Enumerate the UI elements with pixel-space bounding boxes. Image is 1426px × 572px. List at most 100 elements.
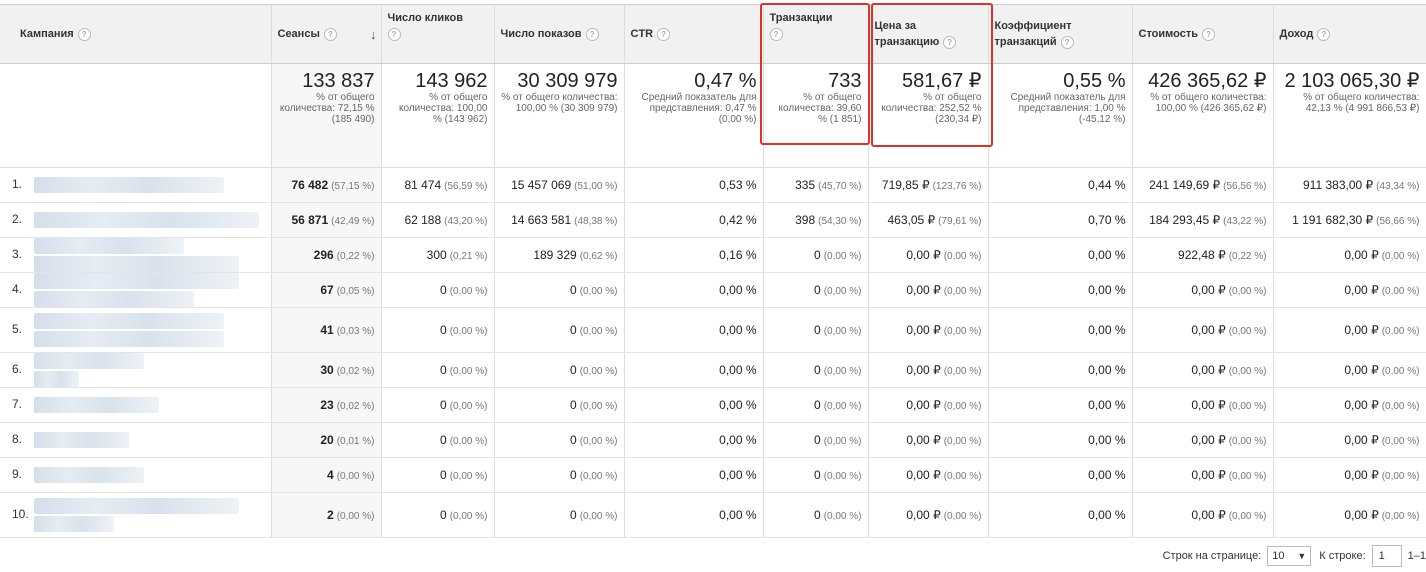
sessions-cell-percent: (0,22 %) (336, 251, 375, 262)
sessions-cell: 56 871 (42,49 %) (271, 202, 382, 238)
go-to-row-input[interactable]: 1 (1371, 545, 1402, 567)
cost-per-transaction-cell-value: 463,05 ₽ (887, 213, 936, 227)
table-row[interactable]: 6. 30 (0,02 %) 0 (0,00 %) 0 (0,00 %) 0,00 % 0 (0,… (0, 352, 1426, 388)
sessions-cell: 30 (0,02 %) (271, 352, 382, 388)
cost-per-transaction-cell-percent: (0,00 %) (943, 286, 982, 297)
cost-cell-percent: (0,00 %) (1228, 326, 1267, 337)
table-row[interactable]: 1. 76 482 (57,15 %) 81 474 (56,59 %) 15 457 0… (0, 167, 1426, 203)
redacted-campaign-name[interactable] (34, 313, 224, 329)
redacted-campaign-name[interactable] (34, 256, 239, 272)
table-row[interactable]: 3. 296 (0,22 %) 300 (0,21 %) 189 329 (0,62 %) 0… (0, 237, 1426, 273)
campaign-cell[interactable]: 8. (0, 422, 272, 458)
redacted-campaign-name[interactable] (34, 498, 239, 514)
campaign-cell[interactable]: 2. (0, 202, 272, 238)
cost-per-transaction-cell-value: 0,00 ₽ (906, 433, 941, 447)
redacted-campaign-name[interactable] (34, 353, 144, 369)
ctr-cell-value: 0,00 % (719, 323, 757, 337)
campaign-cell[interactable]: 6. (0, 352, 272, 388)
sessions-cell: 296 (0,22 %) (271, 237, 382, 273)
col-transactions[interactable]: Транзакции? (763, 4, 869, 64)
sort-descending-arrow-icon[interactable]: ↓ (370, 27, 377, 42)
redacted-campaign-name[interactable] (34, 238, 184, 254)
sessions-cell-value: 2 (327, 508, 334, 522)
redacted-campaign-name[interactable] (34, 291, 194, 307)
ctr-cell: 0,00 % (624, 307, 764, 353)
cost-per-transaction-cell-percent: (0,00 %) (943, 471, 982, 482)
clicks-cell-value: 0 (440, 433, 447, 447)
col-revenue[interactable]: Доход? (1273, 4, 1426, 64)
table-row[interactable]: 4. 67 (0,05 %) 0 (0,00 %) 0 (0,00 %) 0,00 % 0 (0,… (0, 272, 1426, 308)
redacted-campaign-name[interactable] (34, 331, 224, 347)
col-ctr[interactable]: CTR? (624, 4, 764, 64)
revenue-cell-value: 0,00 ₽ (1344, 323, 1379, 337)
redacted-campaign-name[interactable] (34, 467, 144, 483)
transactions-cell-percent: (0,00 %) (823, 286, 862, 297)
pagination-footer: Строк на странице: 10 ▼ К строке: 1 1–1 (1163, 545, 1426, 567)
sessions-cell-value: 41 (320, 323, 334, 337)
cost-cell-percent: (0,00 %) (1228, 511, 1267, 522)
campaign-cell[interactable]: 1. (0, 167, 272, 203)
help-icon[interactable]: ? (585, 27, 599, 41)
help-icon[interactable]: ? (769, 27, 783, 41)
table-row[interactable]: 7. 23 (0,02 %) 0 (0,00 %) 0 (0,00 %) 0,00 % 0 (0,… (0, 387, 1426, 423)
help-icon[interactable]: ? (387, 27, 401, 41)
col-cost[interactable]: Стоимость? (1132, 4, 1274, 64)
transactions-cell: 0 (0,00 %) (763, 387, 869, 423)
rows-per-page-select[interactable]: 10 ▼ (1267, 546, 1312, 566)
clicks-cell-percent: (0,00 %) (449, 286, 488, 297)
sessions-cell-percent: (0,02 %) (336, 401, 375, 412)
revenue-cell-percent: (0,00 %) (1381, 511, 1420, 522)
table-row[interactable]: 8. 20 (0,01 %) 0 (0,00 %) 0 (0,00 %) 0,00 % 0 (0,… (0, 422, 1426, 458)
clicks-cell: 0 (0,00 %) (381, 457, 495, 493)
campaign-cell[interactable]: 10. (0, 492, 272, 538)
table-row[interactable]: 9. 4 (0,00 %) 0 (0,00 %) 0 (0,00 %) 0,00 % 0 (0,0… (0, 457, 1426, 493)
revenue-cell-percent: (0,00 %) (1381, 286, 1420, 297)
help-icon[interactable]: ? (77, 27, 91, 41)
help-icon[interactable]: ? (943, 35, 957, 49)
table-row[interactable]: 5. 41 (0,03 %) 0 (0,00 %) 0 (0,00 %) 0,00 % 0 (0,… (0, 307, 1426, 353)
redacted-campaign-name[interactable] (34, 371, 79, 387)
help-icon[interactable]: ? (1060, 35, 1074, 49)
campaign-cell[interactable]: 5. (0, 307, 272, 353)
campaign-cell[interactable]: 9. (0, 457, 272, 493)
cost-cell-value: 0,00 ₽ (1191, 323, 1226, 337)
conversion-rate-cell: 0,00 % (988, 352, 1133, 388)
col-campaign[interactable]: Кампания? (0, 4, 272, 64)
clicks-cell-percent: (0,00 %) (449, 401, 488, 412)
help-icon[interactable]: ? (1317, 27, 1331, 41)
cost-cell-percent: (56,56 %) (1223, 181, 1267, 192)
cost-cell-value: 184 293,45 ₽ (1149, 213, 1221, 227)
help-icon[interactable]: ? (1202, 27, 1216, 41)
help-icon[interactable]: ? (323, 27, 337, 41)
conversion-rate-cell: 0,44 % (988, 167, 1133, 203)
campaign-cell[interactable]: 7. (0, 387, 272, 423)
campaign-cell[interactable]: 3. (0, 237, 272, 273)
transactions-cell-value: 0 (814, 508, 821, 522)
redacted-campaign-name[interactable] (34, 432, 129, 448)
col-conversion-rate[interactable]: Коэффициент транзакций? (988, 4, 1133, 64)
row-number: 7. (12, 397, 23, 412)
campaign-cell[interactable]: 4. (0, 272, 272, 308)
cost-cell-value: 0,00 ₽ (1191, 468, 1226, 482)
col-clicks[interactable]: Число кликов? (381, 4, 495, 64)
redacted-campaign-name[interactable] (34, 177, 224, 193)
table-row[interactable]: 2. 56 871 (42,49 %) 62 188 (43,20 %) 14 663 5… (0, 202, 1426, 238)
col-cost-per-transaction[interactable]: Цена за транзакцию? (868, 4, 989, 64)
help-icon[interactable]: ? (657, 27, 671, 41)
redacted-campaign-name[interactable] (34, 516, 114, 532)
col-impressions[interactable]: Число показов? (494, 4, 625, 64)
transactions-cell: 0 (0,00 %) (763, 307, 869, 353)
cost-cell-percent: (0,00 %) (1228, 401, 1267, 412)
redacted-campaign-name[interactable] (34, 273, 239, 289)
page-range: 1–1 (1407, 550, 1426, 562)
ctr-cell: 0,53 % (624, 167, 764, 203)
col-sessions[interactable]: Сеансы? ↓ (271, 4, 382, 64)
redacted-campaign-name[interactable] (34, 212, 259, 228)
cost-cell: 0,00 ₽ (0,00 %) (1132, 422, 1274, 458)
cost-cell: 0,00 ₽ (0,00 %) (1132, 492, 1274, 538)
redacted-campaign-name[interactable] (34, 397, 159, 413)
sessions-cell: 2 (0,00 %) (271, 492, 382, 538)
cost-per-transaction-cell-percent: (0,00 %) (943, 401, 982, 412)
conversion-rate-cell-value: 0,00 % (1088, 283, 1126, 297)
table-row[interactable]: 10. 2 (0,00 %) 0 (0,00 %) 0 (0,00 %) 0,00 % 0 (0,… (0, 492, 1426, 538)
